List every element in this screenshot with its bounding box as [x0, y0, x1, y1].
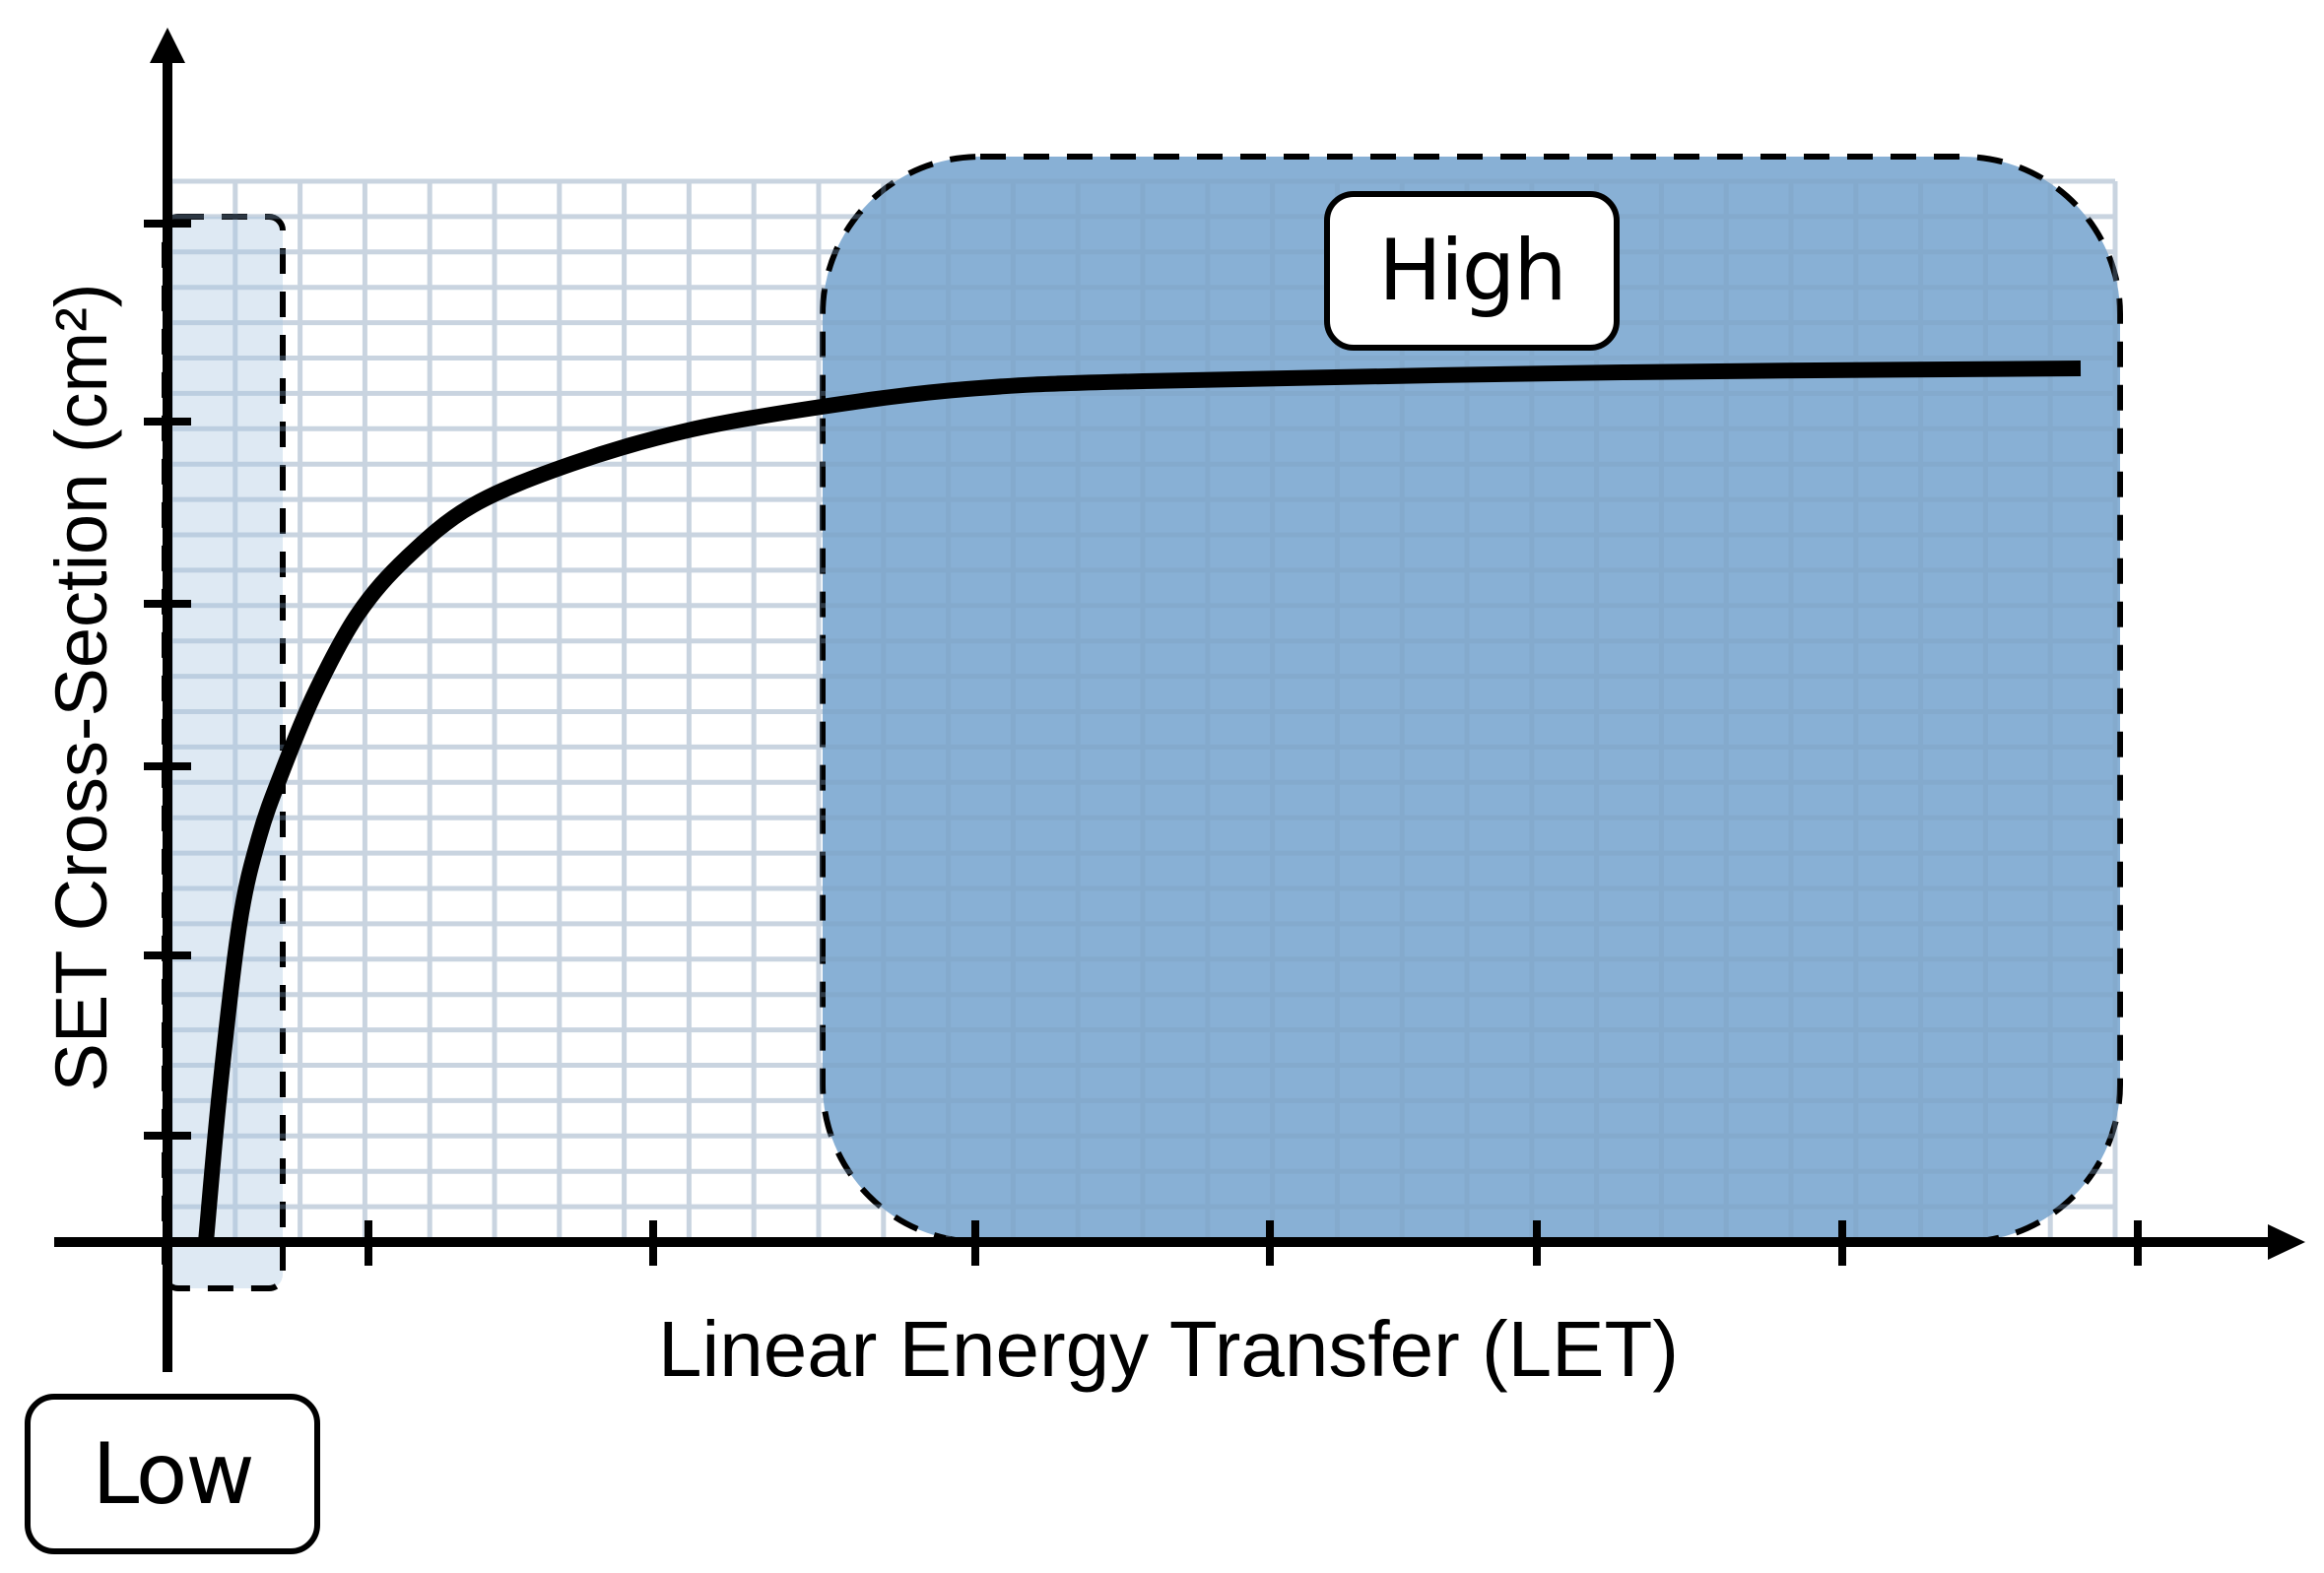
axes — [54, 28, 2305, 1372]
y-axis-arrow-icon — [150, 28, 185, 63]
y-axis-title: SET Cross-Section (cm²) — [40, 283, 122, 1092]
y-ticks — [144, 220, 191, 1140]
cross-section-curve — [198, 360, 2082, 1243]
x-axis-arrow-icon — [2268, 1224, 2305, 1260]
high-label-text: High — [1378, 222, 1567, 320]
x-axis-title: Linear Energy Transfer (LET) — [658, 1305, 1679, 1393]
high-region-label: High — [1324, 191, 1620, 351]
low-let-region — [162, 214, 286, 1291]
grid-lines-overlay — [167, 178, 2118, 1239]
low-region-label: Low — [25, 1394, 320, 1554]
x-ticks — [365, 1220, 2142, 1266]
low-label-text: Low — [92, 1424, 254, 1524]
